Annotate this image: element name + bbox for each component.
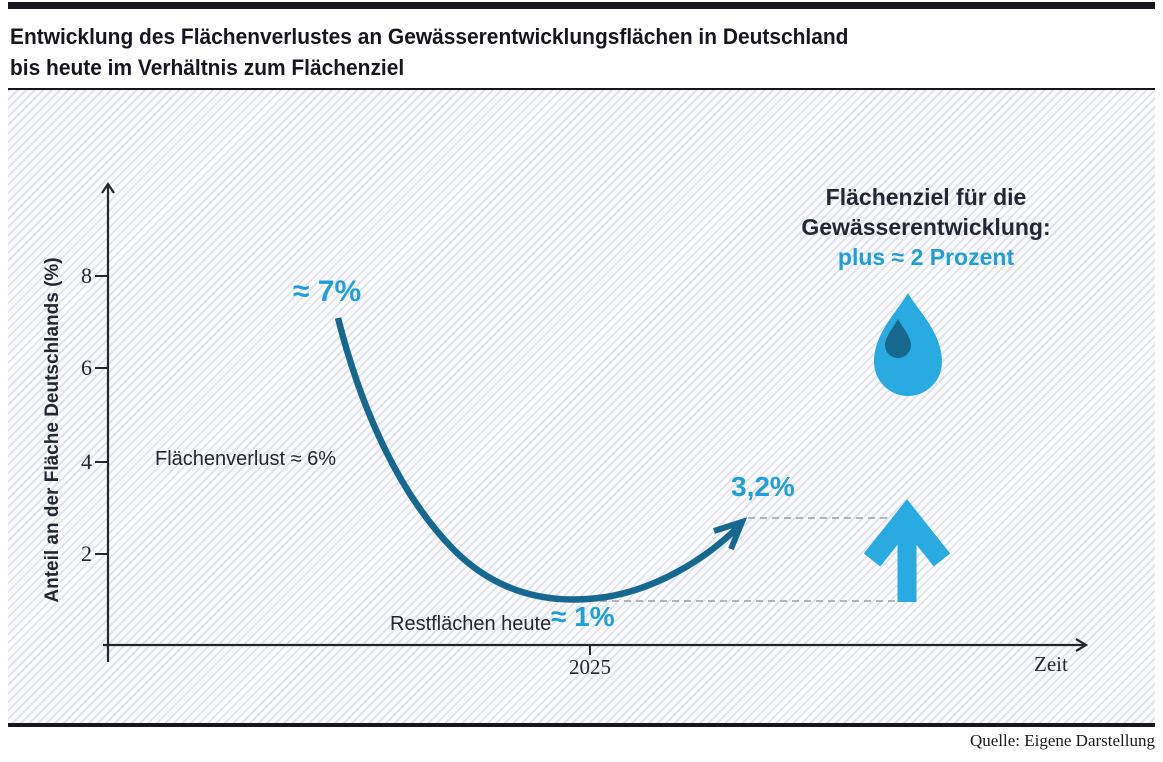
title-line-2: bis heute im Verhältnis zum Flächenziel	[10, 55, 405, 80]
x-tick-2025: 2025	[569, 655, 611, 679]
arrow-up-icon	[863, 499, 951, 602]
goal-line-2: Gewässerentwicklung:	[801, 214, 1051, 240]
water-drop-icon	[874, 293, 942, 396]
goal-value: plus ≈ 2 Prozent	[837, 244, 1015, 270]
y-axis-arrow-icon	[101, 182, 115, 194]
top-rule	[8, 2, 1155, 9]
remaining-label: Restflächen heute	[390, 613, 552, 635]
title-line-1: Entwicklung des Flächenverlustes an Gewä…	[10, 24, 849, 49]
projection-value: 3,2%	[731, 471, 795, 502]
inner-drop-icon	[885, 319, 911, 358]
x-axis-label: Zeit	[1034, 652, 1068, 676]
chart-area: Anteil an der Fläche Deutschlands (%) 8 …	[8, 88, 1155, 727]
chart-canvas	[95, 182, 1089, 662]
trend-curve	[334, 317, 748, 603]
source-credit: Quelle: Eigene Darstellung	[969, 731, 1155, 750]
y-axis	[95, 182, 115, 662]
y-tick-8: 8	[81, 263, 92, 288]
area-loss-label: Flächenverlust ≈ 6%	[155, 448, 337, 470]
x-axis-arrow-icon	[1075, 638, 1089, 652]
page-title: Entwicklung des Flächenverlustes an Gewä…	[10, 21, 848, 83]
remaining-value: ≈ 1%	[551, 601, 615, 632]
goal-text-block: Flächenziel für die Gewässerentwicklung:…	[778, 182, 1074, 272]
y-tick-6: 6	[81, 355, 92, 380]
y-tick-2: 2	[81, 541, 92, 566]
y-tick-4: 4	[81, 449, 92, 474]
goal-line-1: Flächenziel für die	[825, 184, 1027, 210]
curve-arrowhead-icon	[713, 517, 748, 551]
start-value: ≈ 7%	[293, 275, 362, 308]
x-axis	[103, 638, 1089, 655]
